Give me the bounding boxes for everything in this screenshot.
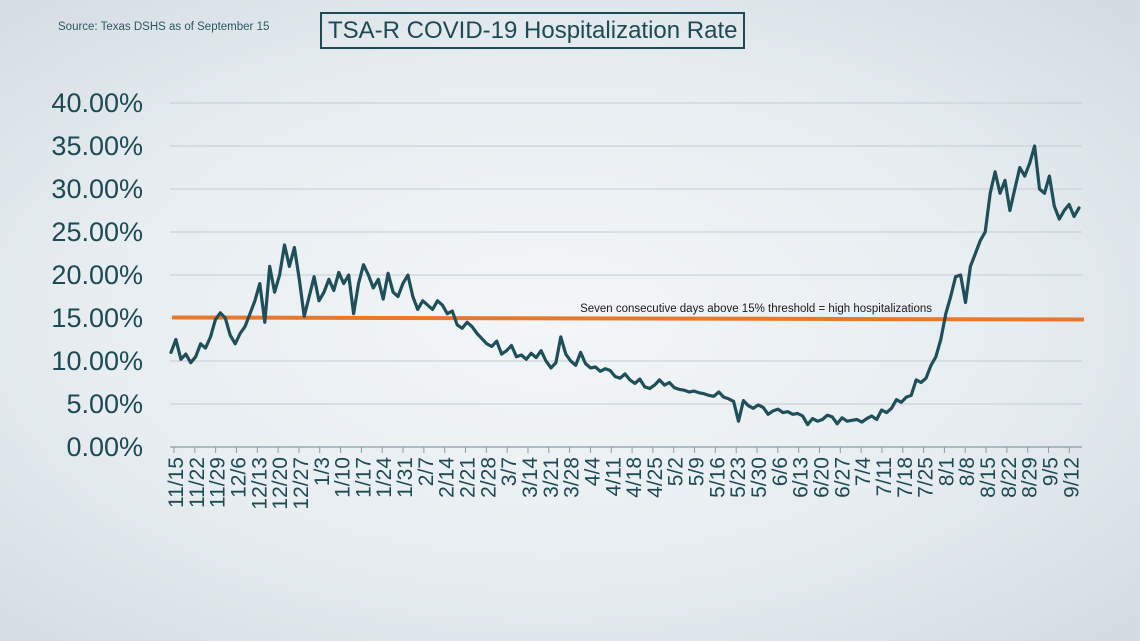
source-note: Source: Texas DSHS as of September 15 [58, 21, 270, 33]
x-tick-label: 2/14 [436, 457, 459, 498]
x-tick-label: 4/11 [602, 457, 625, 496]
x-tick-label: 4/4 [581, 457, 604, 487]
x-tick-label: 1/10 [332, 457, 355, 498]
x-tick-label: 11/15 [165, 457, 188, 508]
x-tick-label: 5/9 [686, 457, 709, 486]
x-axis [170, 446, 1082, 453]
x-tick-label: 9/12 [1060, 457, 1083, 498]
x-tick-label: 1/24 [373, 457, 396, 498]
x-tick-label: 11/22 [186, 457, 209, 508]
x-tick-label: 2/7 [415, 457, 438, 486]
x-tick-label: 8/1 [935, 457, 958, 486]
x-tick-label: 12/20 [269, 457, 292, 510]
x-tick-label: 7/25 [915, 457, 938, 498]
x-tick-label: 6/20 [810, 457, 833, 498]
x-tick-label: 1/3 [311, 457, 334, 486]
x-tick-label: 3/7 [498, 457, 521, 486]
chart-title: TSA-R COVID-19 Hospitalization Rate [320, 12, 746, 49]
y-tick-label: 5.00% [66, 389, 143, 419]
y-tick-label: 0.00% [66, 432, 143, 462]
x-tick-label: 11/29 [207, 457, 230, 508]
x-tick-label: 9/5 [1040, 457, 1063, 486]
x-tick-label: 5/2 [665, 457, 688, 486]
x-axis-tick-labels: 11/1511/2211/2912/612/1312/2012/271/31/1… [165, 457, 1083, 510]
x-tick-label: 4/18 [623, 457, 646, 498]
y-axis-tick-labels: 0.00% 5.00% 10.00% 15.00% 20.00% 25.00% 30.00%… [51, 88, 143, 462]
x-tick-label: 8/22 [998, 457, 1021, 498]
x-tick-label: 3/14 [519, 457, 542, 498]
y-tick-label: 10.00% [51, 346, 143, 376]
x-tick-label: 6/13 [790, 457, 813, 498]
x-tick-label: 5/30 [748, 457, 771, 498]
x-tick-label: 5/16 [706, 457, 729, 498]
threshold-label: Seven consecutive days above 15% thresho… [580, 303, 932, 315]
y-tick-label: 15.00% [51, 303, 143, 333]
x-tick-label: 8/15 [977, 457, 1000, 498]
y-tick-label: 35.00% [51, 131, 143, 161]
x-tick-label: 2/21 [457, 457, 480, 498]
x-tick-label: 1/17 [352, 457, 375, 498]
x-tick-label: 8/29 [1019, 457, 1042, 498]
y-tick-label: 40.00% [51, 88, 143, 118]
x-tick-label: 12/6 [227, 457, 250, 498]
threshold: Seven consecutive days above 15% thresho… [171, 303, 1085, 322]
hospitalization-rate-line [169, 144, 1081, 427]
x-tick-label: 3/21 [540, 457, 563, 498]
x-tick-label: 1/31 [394, 457, 417, 498]
x-tick-label: 7/4 [852, 457, 875, 487]
y-tick-label: 25.00% [51, 217, 143, 247]
x-tick-label: 8/8 [956, 457, 979, 486]
x-tick-label: 3/28 [561, 457, 584, 498]
x-tick-label: 7/11 [873, 457, 896, 496]
y-tick-label: 20.00% [51, 260, 143, 290]
x-tick-label: 4/25 [644, 457, 667, 498]
series [169, 144, 1081, 427]
threshold-line [171, 315, 1085, 322]
gridlines [170, 102, 1082, 405]
x-tick-label: 6/27 [831, 457, 854, 498]
x-tick-label: 6/6 [769, 457, 792, 486]
x-tick-label: 2/28 [477, 457, 500, 498]
x-tick-label: 12/27 [290, 457, 313, 510]
x-tick-label: 12/13 [248, 457, 271, 510]
y-tick-label: 30.00% [51, 174, 143, 204]
x-tick-label: 7/18 [894, 457, 917, 498]
x-tick-label: 5/23 [727, 457, 750, 498]
